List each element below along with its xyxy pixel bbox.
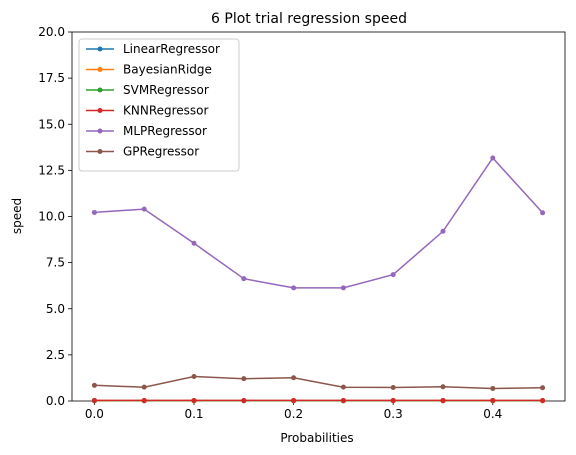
data-point-mlpregressor xyxy=(540,210,546,216)
legend-item-gpregressor: GPRegressor xyxy=(86,145,199,159)
data-point-mlpregressor xyxy=(291,285,297,291)
legend-label: BayesianRidge xyxy=(123,63,212,77)
legend-label: LinearRegressor xyxy=(123,42,220,56)
data-point-mlpregressor xyxy=(191,240,197,246)
data-point-gpregressor xyxy=(91,382,97,388)
series-line-mlpregressor xyxy=(94,156,544,289)
series-knnregressor xyxy=(91,397,546,403)
data-point-gpregressor xyxy=(141,384,147,390)
x-tick-label: 0.3 xyxy=(384,407,403,421)
y-axis: 0.0 2.5 5.0 7.5 10.0 12.5 15.0 17.5 20.0 xyxy=(38,25,72,408)
data-point-gpregressor xyxy=(390,385,396,391)
data-point-mlpregressor xyxy=(340,285,346,291)
data-point-knnregressor xyxy=(340,397,346,403)
series-layer xyxy=(91,155,546,404)
data-point-knnregressor xyxy=(440,397,446,403)
legend: LinearRegressor BayesianRidge SVMRegressor… xyxy=(78,38,240,172)
data-point-mlpregressor xyxy=(490,155,496,161)
legend-marker xyxy=(97,46,103,52)
y-tick-label: 5.0 xyxy=(46,302,65,316)
legend-label: KNNRegressor xyxy=(123,104,209,118)
series-gpregressor xyxy=(91,373,546,391)
chart-title: 6 Plot trial regression speed xyxy=(211,11,407,27)
legend-marker xyxy=(97,128,103,134)
legend-item-linearregressor: LinearRegressor xyxy=(86,42,220,56)
y-tick-label: 2.5 xyxy=(46,348,65,362)
y-axis-label: speed xyxy=(10,198,24,234)
legend-marker xyxy=(97,67,103,72)
y-tick-label: 15.0 xyxy=(38,117,65,131)
data-point-knnregressor xyxy=(91,397,97,403)
legend-item-knnregressor: KNNRegressor xyxy=(86,104,209,118)
legend-item-svmregressor: SVMRegressor xyxy=(86,83,209,97)
data-point-knnregressor xyxy=(141,397,147,403)
data-point-mlpregressor xyxy=(141,206,147,212)
x-tick-label: 0.2 xyxy=(284,407,303,421)
data-point-gpregressor xyxy=(191,373,197,379)
x-tick-label: 0.4 xyxy=(483,407,502,421)
legend-marker xyxy=(97,149,103,154)
y-tick-label: 20.0 xyxy=(38,25,65,39)
data-point-mlpregressor xyxy=(440,228,446,234)
x-tick-label: 0.1 xyxy=(184,407,203,421)
legend-label: SVMRegressor xyxy=(123,83,209,97)
data-point-gpregressor xyxy=(340,384,346,390)
legend-label: MLPRegressor xyxy=(123,124,207,138)
y-tick-label: 17.5 xyxy=(38,71,65,85)
x-axis-label: Probabilities xyxy=(280,431,353,445)
legend-item-mlpregressor: MLPRegressor xyxy=(86,124,207,138)
series-line-gpregressor xyxy=(94,375,543,390)
legend-marker xyxy=(97,87,103,93)
data-point-gpregressor xyxy=(490,385,496,391)
y-tick-label: 10.0 xyxy=(38,210,65,224)
data-point-knnregressor xyxy=(191,397,197,403)
x-tick-label: 0.0 xyxy=(85,407,104,421)
x-axis: 0.0 0.1 0.2 0.3 0.4 xyxy=(85,401,502,421)
data-point-knnregressor xyxy=(390,397,396,403)
data-point-mlpregressor xyxy=(241,276,247,282)
data-point-mlpregressor xyxy=(390,272,396,278)
legend-frame xyxy=(78,38,240,172)
data-point-gpregressor xyxy=(540,385,546,391)
data-point-knnregressor xyxy=(241,397,247,403)
data-point-knnregressor xyxy=(540,397,546,403)
series-mlpregressor xyxy=(91,155,546,291)
data-point-knnregressor xyxy=(490,397,496,403)
y-tick-label: 12.5 xyxy=(38,163,65,177)
data-point-gpregressor xyxy=(291,375,297,381)
legend-item-bayesianridge: BayesianRidge xyxy=(86,63,212,77)
y-tick-label: 0.0 xyxy=(46,394,65,408)
data-point-gpregressor xyxy=(241,376,247,382)
y-tick-label: 7.5 xyxy=(46,256,65,270)
data-point-gpregressor xyxy=(440,384,446,390)
data-point-mlpregressor xyxy=(91,209,97,215)
data-point-knnregressor xyxy=(291,397,297,403)
legend-label: GPRegressor xyxy=(123,145,199,159)
legend-marker xyxy=(97,108,103,113)
